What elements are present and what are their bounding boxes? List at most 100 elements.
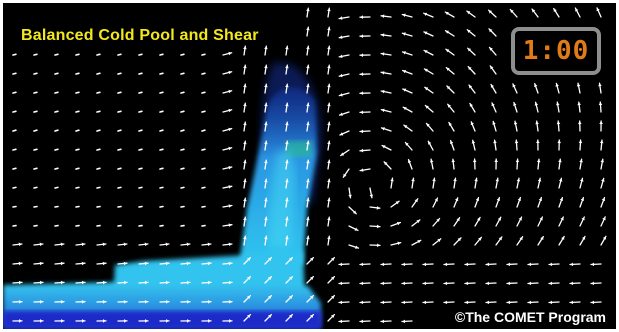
wind-vector-head — [469, 85, 473, 89]
wind-vector-head — [228, 146, 232, 151]
wind-vector-head — [243, 236, 247, 240]
wind-vector-head — [60, 242, 64, 247]
wind-vector-head — [268, 257, 272, 261]
wind-vector-head — [381, 108, 385, 113]
wind-vector-head — [445, 49, 450, 53]
wind-vector-head — [449, 140, 454, 144]
wind-vector — [54, 53, 59, 56]
wind-vector-head — [243, 141, 247, 145]
wind-vector-head — [18, 242, 22, 247]
wind-vector-head — [445, 30, 449, 34]
cold-pool-shading — [3, 62, 322, 329]
wind-vector-head — [327, 8, 331, 12]
wind-vector-head — [495, 178, 499, 182]
wind-vector — [96, 72, 101, 75]
wind-vector-head — [228, 51, 232, 56]
wind-vector-head — [165, 242, 169, 247]
wind-vector-head — [402, 13, 406, 17]
wind-vector-head — [534, 83, 538, 87]
wind-vector-head — [381, 33, 385, 37]
wind-vector-head — [570, 262, 574, 267]
wind-vector-head — [348, 194, 352, 198]
wind-vector-head — [327, 122, 331, 126]
wind-vector-head — [165, 261, 169, 266]
wind-vector-head — [18, 280, 22, 285]
wind-vector — [12, 186, 17, 189]
wind-vector-head — [580, 178, 584, 182]
wind-vector-head — [247, 314, 251, 318]
wind-vector-head — [381, 52, 385, 56]
wind-vector-head — [490, 84, 494, 88]
wind-vector — [138, 72, 143, 75]
wind-vector-head — [513, 102, 517, 106]
wind-vector-head — [457, 237, 461, 242]
wind-vector-head — [228, 70, 232, 75]
wind-vector-head — [60, 261, 64, 266]
wind-vector — [180, 72, 185, 75]
wind-vector-head — [381, 262, 385, 267]
wind-vector-head — [599, 140, 604, 144]
wind-vector-head — [102, 300, 106, 304]
wind-vector-head — [414, 198, 418, 203]
wind-vector-head — [289, 276, 293, 280]
wind-vector — [75, 205, 80, 208]
wind-vector-head — [465, 262, 469, 267]
wind-vector-head — [124, 319, 127, 323]
wind-vector-head — [474, 178, 478, 182]
wind-vector-head — [19, 319, 22, 323]
wind-vector-head — [472, 159, 477, 163]
wind-vector — [201, 167, 206, 170]
wind-vector-head — [39, 261, 43, 266]
wind-vector-head — [327, 198, 331, 202]
wind-vector — [117, 110, 122, 113]
wind-vector-head — [228, 223, 232, 227]
wind-vector-head — [519, 236, 523, 241]
wind-vector-head — [582, 236, 586, 240]
wind-vector-head — [285, 236, 289, 240]
wind-vector — [159, 186, 164, 189]
wind-vector — [159, 91, 164, 94]
wind-vector-head — [456, 217, 460, 222]
simulation-title: Balanced Cold Pool and Shear — [21, 27, 259, 44]
wind-vector-head — [498, 236, 502, 241]
wind-vector-head — [186, 242, 190, 247]
elapsed-time-value: 1:00 — [522, 36, 590, 66]
wind-vector-head — [264, 103, 268, 107]
wind-vector-head — [465, 281, 469, 286]
wind-vector-head — [559, 197, 564, 201]
wind-vector-head — [468, 66, 472, 71]
wind-vector-head — [289, 257, 293, 261]
wind-vector — [159, 110, 164, 113]
wind-vector-head — [426, 123, 430, 127]
wind-vector-head — [306, 27, 310, 31]
wind-vector-head — [327, 46, 331, 50]
wind-vector-head — [602, 216, 606, 221]
wind-vector — [96, 167, 101, 170]
wind-vector-head — [247, 276, 251, 280]
wind-vector-head — [306, 141, 310, 145]
wind-vector-head — [469, 103, 473, 107]
wind-vector — [54, 167, 59, 170]
wind-vector-head — [402, 51, 406, 55]
wind-vector-head — [395, 201, 400, 205]
wind-vector — [117, 205, 122, 208]
wind-vector-head — [144, 261, 148, 266]
wind-vector-head — [423, 300, 427, 305]
wind-vector-head — [492, 121, 496, 125]
wind-vector-head — [102, 242, 106, 247]
wind-vector-head — [381, 89, 385, 94]
wind-vector-head — [536, 159, 541, 163]
wind-vector — [12, 110, 17, 113]
wind-vector-head — [417, 240, 421, 244]
wind-vector-head — [327, 236, 331, 240]
wind-vector — [180, 148, 185, 151]
wind-vector-head — [570, 281, 574, 286]
wind-vector — [33, 129, 38, 132]
wind-vector — [159, 148, 164, 151]
wind-vector-field — [12, 7, 607, 324]
wind-vector-head — [556, 102, 560, 106]
wind-vector-head — [339, 93, 343, 97]
wind-vector-head — [446, 86, 451, 90]
wind-vector-head — [599, 121, 603, 124]
wind-vector-head — [102, 280, 106, 285]
